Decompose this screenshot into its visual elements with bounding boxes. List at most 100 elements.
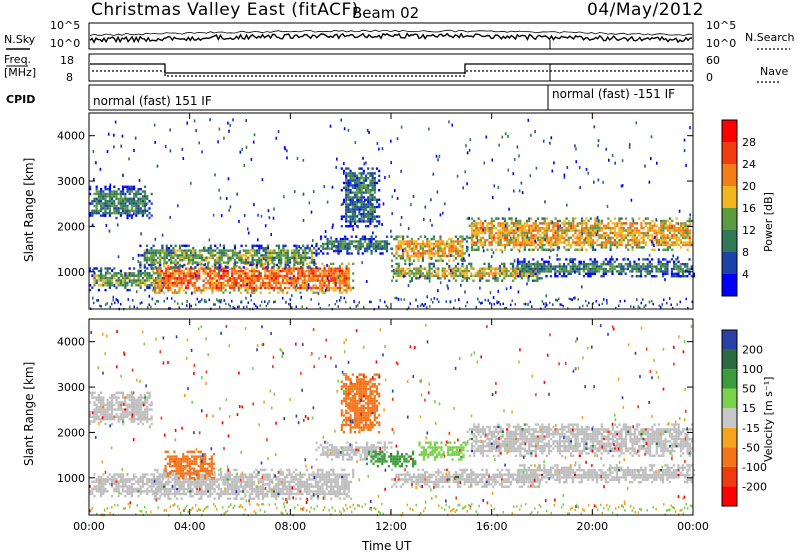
echo-cell [461, 240, 464, 243]
echo-cell [567, 236, 570, 239]
echo-cell [421, 245, 424, 248]
echo-cell [130, 485, 133, 488]
echo-cell [624, 263, 627, 266]
echo-cell [367, 215, 370, 218]
echo-cell [156, 256, 160, 259]
echo-cell [150, 485, 153, 488]
echo-cell [364, 184, 368, 187]
echo-cell [288, 265, 291, 268]
echo-cell [655, 224, 658, 227]
echo-cell [589, 243, 592, 247]
echo-cell [132, 299, 134, 302]
echo-cell [93, 413, 96, 416]
echo-cell [519, 243, 522, 247]
echo-cell [195, 289, 199, 292]
echo-cell [541, 236, 544, 239]
echo-cell [89, 391, 92, 394]
echo-cell [585, 248, 588, 251]
echo-cell [552, 224, 555, 227]
echo-cell [297, 277, 300, 280]
echo-cell [305, 284, 309, 287]
echo-cell [128, 200, 131, 203]
echo-cell [209, 274, 212, 278]
echo-cell [113, 207, 116, 210]
echo-cell [406, 245, 409, 248]
echo-cell [159, 249, 162, 252]
echo-cell [196, 263, 199, 267]
echo-cell [148, 303, 150, 306]
echo-cell [501, 272, 504, 275]
echo-cell [133, 281, 136, 285]
echo-cell [130, 197, 133, 200]
echo-cell [180, 279, 183, 282]
echo-cell [437, 269, 440, 273]
echo-cell [367, 213, 370, 216]
echo-cell [499, 222, 502, 225]
echo-cell [119, 274, 122, 277]
echo-cell [334, 277, 337, 280]
echo-cell [104, 279, 107, 282]
echo-cell [475, 222, 478, 225]
echo-cell [368, 242, 371, 246]
echo-cell [124, 284, 127, 287]
echo-cell [633, 305, 635, 309]
echo-cell [141, 490, 144, 493]
echo-cell [89, 492, 92, 495]
echo-cell [154, 279, 157, 282]
echo-cell [666, 263, 669, 266]
echo-cell [295, 261, 298, 264]
echo-cell [463, 257, 465, 261]
echo-cell [139, 188, 142, 191]
echo-cell [316, 267, 320, 270]
echo-cell [507, 134, 509, 138]
echo-cell [117, 490, 120, 493]
echo-cell [312, 286, 315, 290]
echo-cell [283, 274, 287, 278]
echo-cell [666, 219, 669, 223]
echo-cell [561, 303, 563, 307]
echo-cell [525, 222, 529, 225]
echo-cell [477, 241, 480, 244]
echo-cell [266, 256, 270, 259]
echo-cell [180, 269, 183, 273]
echo-cell [270, 279, 273, 282]
echo-cell [426, 277, 429, 280]
echo-cell [264, 249, 267, 252]
echo-cell [108, 478, 111, 481]
echo-cell [662, 265, 665, 268]
echo-cell [122, 209, 125, 212]
echo-cell [165, 284, 168, 287]
echo-cell [454, 249, 457, 253]
echo-cell [563, 173, 566, 177]
echo-cell [253, 267, 256, 270]
echo-cell [135, 274, 138, 277]
echo-cell [222, 272, 225, 275]
echo-cell [291, 256, 294, 259]
echo-cell [141, 480, 144, 483]
echo-cell [437, 272, 440, 275]
echo-cell [635, 227, 639, 230]
echo-cell [511, 299, 513, 302]
echo-cell [449, 254, 452, 257]
echo-cell [211, 254, 215, 257]
echo-cell [104, 202, 107, 205]
echo-cell [541, 231, 544, 235]
echo-cell [509, 267, 512, 270]
echo-cell [319, 281, 322, 285]
echo-cell [222, 247, 226, 250]
echo-cell [126, 288, 129, 292]
echo-cell [299, 269, 302, 273]
echo-cell [204, 269, 207, 273]
echo-cell [277, 249, 281, 252]
echo-cell [620, 184, 623, 188]
echo-cell [332, 289, 335, 292]
echo-cell [102, 281, 105, 285]
echo-cell [605, 231, 608, 235]
echo-cell [446, 284, 449, 288]
echo-cell [91, 492, 94, 495]
echo-cell [144, 281, 147, 285]
echo-cell [364, 205, 368, 209]
echo-cell [139, 266, 142, 269]
echo-cell [479, 269, 482, 273]
echo-cell [621, 159, 624, 163]
